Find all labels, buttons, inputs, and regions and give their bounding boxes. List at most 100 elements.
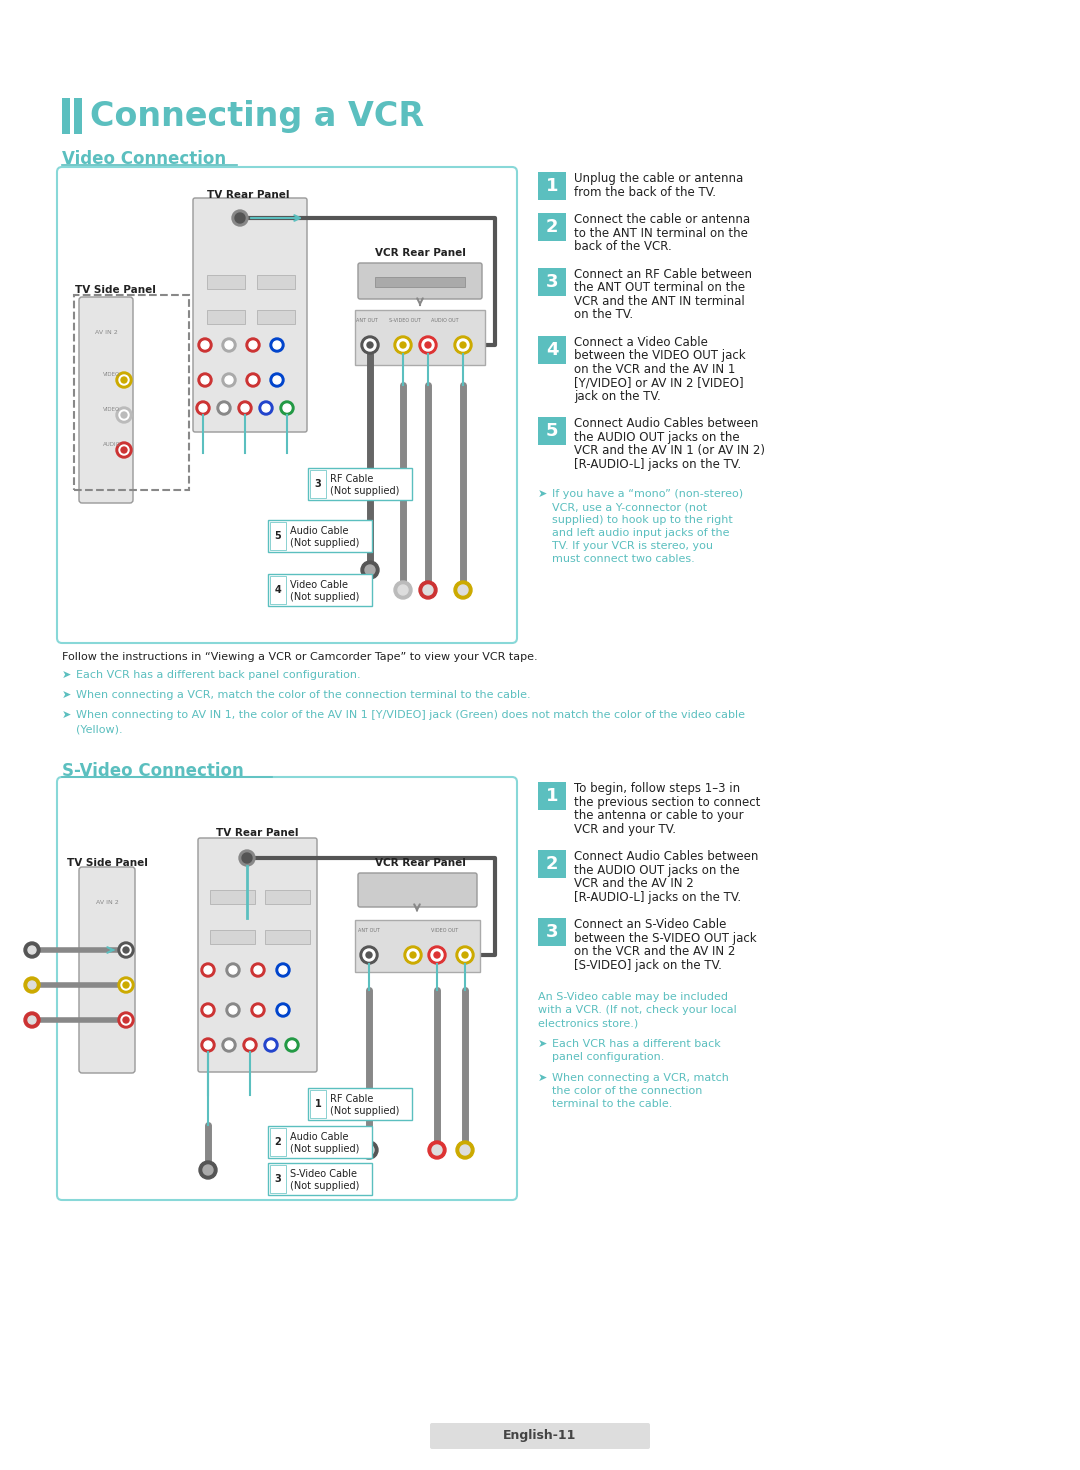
Text: S-VIDEO OUT: S-VIDEO OUT	[389, 318, 421, 323]
Circle shape	[361, 562, 379, 579]
Text: 3: 3	[274, 1175, 282, 1183]
Circle shape	[288, 1041, 296, 1050]
Circle shape	[270, 373, 284, 387]
Circle shape	[276, 1003, 291, 1017]
Text: 2: 2	[545, 856, 558, 873]
Circle shape	[460, 1145, 470, 1155]
Text: (Not supplied): (Not supplied)	[291, 592, 360, 603]
Text: jack on the TV.: jack on the TV.	[573, 390, 661, 403]
Circle shape	[422, 340, 434, 351]
Circle shape	[204, 1041, 212, 1050]
Text: Connect an RF Cable between: Connect an RF Cable between	[573, 268, 752, 281]
Circle shape	[201, 1003, 215, 1017]
Text: 5: 5	[274, 531, 282, 541]
Text: [R-AUDIO-L] jacks on the TV.: [R-AUDIO-L] jacks on the TV.	[573, 891, 741, 904]
FancyBboxPatch shape	[57, 778, 517, 1200]
Circle shape	[399, 585, 408, 595]
Circle shape	[201, 1038, 215, 1053]
Circle shape	[235, 213, 245, 223]
Text: supplied) to hook up to the right: supplied) to hook up to the right	[552, 514, 732, 525]
Text: AV IN 2: AV IN 2	[96, 900, 119, 906]
Text: VIDEO: VIDEO	[104, 372, 121, 376]
Text: Video Cable: Video Cable	[291, 581, 348, 589]
Text: electronics store.): electronics store.)	[538, 1019, 638, 1028]
Circle shape	[203, 1166, 213, 1175]
Circle shape	[423, 585, 433, 595]
Circle shape	[199, 1161, 217, 1179]
Circle shape	[242, 853, 252, 863]
FancyBboxPatch shape	[308, 467, 411, 500]
Text: 3: 3	[314, 479, 322, 490]
Circle shape	[118, 1011, 134, 1028]
FancyBboxPatch shape	[538, 335, 566, 363]
Bar	[207, 310, 245, 323]
Circle shape	[397, 340, 409, 351]
Text: the color of the connection: the color of the connection	[552, 1086, 702, 1097]
Circle shape	[251, 963, 265, 978]
FancyBboxPatch shape	[538, 213, 566, 241]
Circle shape	[456, 947, 474, 964]
Text: panel configuration.: panel configuration.	[552, 1053, 664, 1061]
FancyBboxPatch shape	[79, 867, 135, 1073]
Text: Connect the cable or antenna: Connect the cable or antenna	[573, 213, 751, 226]
Text: ➤: ➤	[538, 1039, 548, 1050]
Text: Connect an S-Video Cable: Connect an S-Video Cable	[573, 917, 727, 931]
Circle shape	[454, 581, 472, 598]
Circle shape	[201, 963, 215, 978]
FancyBboxPatch shape	[538, 917, 566, 947]
Bar	[257, 310, 295, 323]
FancyBboxPatch shape	[270, 1166, 286, 1194]
Circle shape	[123, 982, 129, 988]
FancyBboxPatch shape	[270, 576, 286, 604]
Circle shape	[365, 564, 375, 575]
Text: Each VCR has a different back: Each VCR has a different back	[552, 1039, 720, 1050]
Circle shape	[229, 966, 237, 975]
Circle shape	[119, 410, 129, 420]
Bar	[265, 889, 310, 904]
Circle shape	[222, 338, 237, 351]
Circle shape	[28, 1016, 36, 1025]
Circle shape	[462, 953, 468, 958]
FancyBboxPatch shape	[79, 297, 133, 503]
Circle shape	[363, 950, 375, 961]
Circle shape	[262, 404, 270, 412]
Text: the ANT OUT terminal on the: the ANT OUT terminal on the	[573, 281, 745, 294]
Bar	[75, 295, 189, 490]
Text: When connecting to AV IN 1, the color of the AV IN 1 [Y/VIDEO] jack (Green) does: When connecting to AV IN 1, the color of…	[76, 710, 745, 720]
Circle shape	[220, 404, 228, 412]
Text: S-Video Connection: S-Video Connection	[62, 761, 244, 781]
Circle shape	[119, 375, 129, 385]
Text: S-Video Cable: S-Video Cable	[291, 1169, 357, 1179]
Circle shape	[394, 581, 411, 598]
Text: between the VIDEO OUT jack: between the VIDEO OUT jack	[573, 348, 745, 362]
Circle shape	[246, 373, 260, 387]
Circle shape	[273, 376, 281, 384]
FancyBboxPatch shape	[57, 168, 517, 642]
Circle shape	[225, 341, 233, 348]
Text: Each VCR has a different back panel configuration.: Each VCR has a different back panel conf…	[76, 670, 361, 681]
Bar	[375, 276, 465, 287]
Circle shape	[116, 407, 132, 423]
FancyBboxPatch shape	[270, 1127, 286, 1155]
Circle shape	[434, 953, 440, 958]
Text: RF Cable: RF Cable	[330, 473, 374, 484]
Circle shape	[285, 1038, 299, 1053]
Circle shape	[279, 1005, 287, 1014]
Text: ANT OUT: ANT OUT	[359, 928, 380, 933]
FancyBboxPatch shape	[75, 98, 82, 134]
Circle shape	[407, 950, 419, 961]
Circle shape	[199, 404, 207, 412]
Circle shape	[121, 376, 127, 384]
Circle shape	[201, 341, 210, 348]
Circle shape	[394, 337, 411, 354]
Text: must connect two cables.: must connect two cables.	[552, 554, 694, 564]
Circle shape	[226, 963, 240, 978]
Text: Connect Audio Cables between: Connect Audio Cables between	[573, 850, 758, 863]
Circle shape	[226, 1003, 240, 1017]
Text: TV Rear Panel: TV Rear Panel	[216, 828, 298, 838]
Bar	[257, 275, 295, 290]
Text: between the S-VIDEO OUT jack: between the S-VIDEO OUT jack	[573, 932, 757, 945]
Text: TV. If your VCR is stereo, you: TV. If your VCR is stereo, you	[552, 541, 713, 551]
Circle shape	[241, 404, 249, 412]
Text: (Not supplied): (Not supplied)	[291, 1144, 360, 1154]
